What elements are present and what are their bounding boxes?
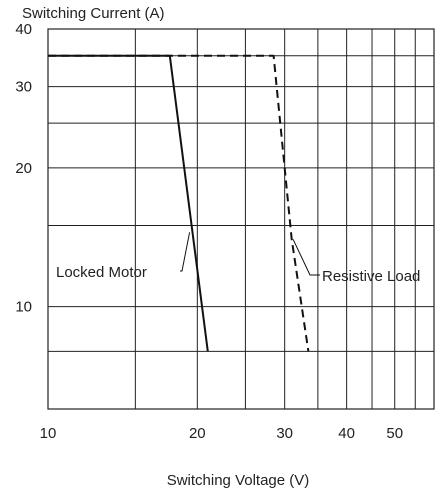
x-tick-label: 20 (189, 425, 206, 442)
grid (47, 28, 435, 410)
plot-frame (47, 28, 435, 410)
annotation-leader (292, 239, 320, 276)
series-group (48, 54, 310, 352)
x-tick-label: 40 (338, 425, 355, 442)
y-tick-label: 30 (15, 79, 32, 96)
y-tick-label: 10 (15, 299, 32, 316)
x-tick-label: 10 (40, 425, 57, 442)
x-tick-label: 30 (276, 425, 293, 442)
x-tick-label: 50 (386, 425, 403, 442)
annotation-locked-motor: Locked Motor (56, 264, 147, 281)
annotation-resistive-load: Resistive Load (322, 268, 420, 285)
series-line-resistive-load (48, 54, 310, 352)
annotation-leader (180, 232, 191, 272)
y-tick-label: 40 (15, 21, 32, 38)
tick-labels: 10 20 30 40 50 10 20 30 40 (15, 21, 403, 442)
chart-title: Switching Current (A) (22, 5, 165, 22)
annotations: Locked Motor Resistive Load (56, 232, 420, 285)
y-tick-label: 20 (15, 160, 32, 177)
x-axis-label: Switching Voltage (V) (167, 472, 310, 489)
